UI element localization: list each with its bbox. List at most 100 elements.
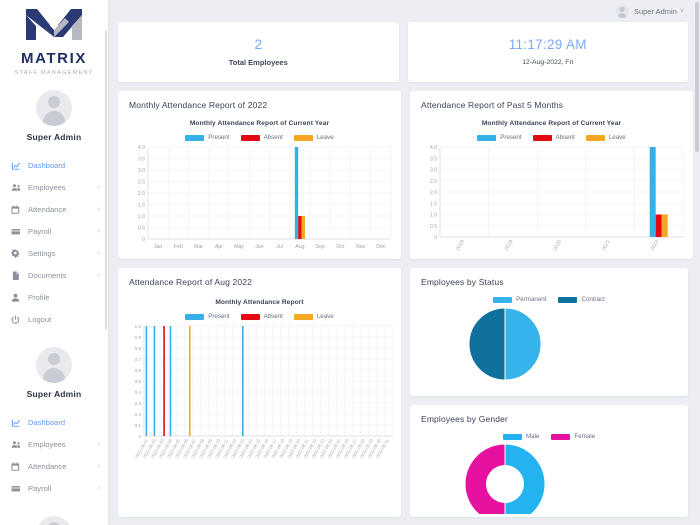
legend-swatch <box>502 433 522 440</box>
sidebar-item-dashboard[interactable]: Dashboard <box>0 155 108 177</box>
legend-swatch <box>551 433 571 440</box>
sidebar-item-logout[interactable]: Logout <box>0 309 108 331</box>
legend-swatch <box>532 134 552 141</box>
sidebar-item-employees[interactable]: Employees › <box>0 434 108 456</box>
svg-text:Aug: Aug <box>295 244 304 250</box>
sidebar-item-label: Attendance <box>28 462 67 471</box>
legend-item-present[interactable]: Present <box>185 134 230 141</box>
plot-monthly-2022: 4.0 3.5 3.0 2.5 2.0 1.5 1.0 0.5 0 Jan Feb Mar Apr May… <box>118 141 401 259</box>
chart-line-icon <box>10 160 21 171</box>
legend-aug: Present Absent Leave <box>118 313 401 320</box>
legend-item-leave[interactable]: Leave <box>585 134 626 141</box>
svg-text:1.5: 1.5 <box>138 203 145 209</box>
users-icon <box>11 441 21 448</box>
svg-text:2019: 2019 <box>504 239 515 252</box>
sidebar-item-employees[interactable]: Employees › <box>0 177 108 199</box>
sidebar-profile-repeat[interactable]: Super Admin <box>0 346 108 399</box>
sidebar-profile[interactable]: Super Admin <box>0 89 108 142</box>
svg-text:4.0: 4.0 <box>430 145 437 151</box>
legend-item-female[interactable]: Female <box>551 433 595 440</box>
calendar-check-icon <box>10 204 21 215</box>
sidebar-item-documents[interactable]: Documents › <box>0 265 108 287</box>
sidebar-nav: Dashboard Employees › Attendance › Payroll › Se… <box>0 155 108 337</box>
legend-item-absent[interactable]: Absent <box>240 313 283 320</box>
brand-tagline: STAFF MANAGEMENT <box>14 69 94 76</box>
sidebar-item-attendance[interactable]: Attendance › <box>0 199 108 221</box>
sidebar-item-dashboard[interactable]: Dashboard <box>0 412 108 434</box>
legend-item-contract[interactable]: Contract <box>558 296 605 303</box>
plot-past5: 4.0 3.5 3.0 2.5 2.0 1.5 1.0 0.5 0 2018 2019 2020 202… <box>410 141 693 259</box>
sidebar-item-payroll[interactable]: Payroll › <box>0 221 108 243</box>
legend-item-present[interactable]: Present <box>185 313 230 320</box>
sidebar-item-profile[interactable]: Profile <box>0 287 108 309</box>
topbar-user-menu[interactable]: Super Admin ˅ <box>615 4 684 18</box>
svg-text:May: May <box>234 244 244 250</box>
legend-label: Leave <box>316 134 334 141</box>
sidebar-inner: MATRIX STAFF MANAGEMENT Super Admin Dash… <box>0 0 108 525</box>
sidebar: MATRIX STAFF MANAGEMENT Super Admin Dash… <box>0 0 108 525</box>
chart-subtitle-monthly-2022: Monthly Attendance Report of Current Yea… <box>189 120 330 127</box>
chart-subtitle-past5: Monthly Attendance Report of Current Yea… <box>481 120 622 127</box>
svg-text:Mar: Mar <box>194 244 203 250</box>
legend-label: Leave <box>316 313 334 320</box>
sidebar-scrollbar[interactable] <box>104 30 107 330</box>
legend-item-present[interactable]: Present <box>477 134 522 141</box>
power-icon <box>11 315 20 324</box>
sidebar-item-label: Employees <box>28 440 66 449</box>
legend-label: Present <box>208 134 230 141</box>
svg-text:4.0: 4.0 <box>138 145 145 151</box>
legend-item-male[interactable]: Male <box>502 433 540 440</box>
svg-text:1.0: 1.0 <box>135 324 142 329</box>
page-scrollbar-thumb[interactable] <box>695 2 699 152</box>
svg-text:0: 0 <box>138 434 141 439</box>
svg-text:2.0: 2.0 <box>430 190 437 196</box>
legend-gender: Male Female <box>410 433 688 440</box>
sidebar-item-payroll[interactable]: Payroll › <box>0 478 108 500</box>
page-scrollbar[interactable] <box>694 0 700 525</box>
sidebar-profile-name: Super Admin <box>26 131 82 142</box>
brand-logo[interactable]: MATRIX STAFF MANAGEMENT <box>0 0 108 80</box>
legend-item-leave[interactable]: Leave <box>293 313 334 320</box>
calendar-check-icon <box>10 461 21 472</box>
card-title-monthly-2022: Monthly Attendance Report of 2022 <box>129 100 268 110</box>
svg-text:0.8: 0.8 <box>135 346 142 351</box>
sidebar-item-label: Documents <box>28 271 67 280</box>
legend-item-permanent[interactable]: Permanent <box>493 296 546 303</box>
file-icon <box>10 270 21 281</box>
legend-label: Female <box>574 433 596 440</box>
card-total-employees: 2 Total Employees <box>118 22 399 82</box>
legend-label: Contract <box>581 296 605 303</box>
total-employees-value: 2 <box>254 36 263 52</box>
svg-text:Sep: Sep <box>316 244 325 250</box>
legend-item-absent[interactable]: Absent <box>240 134 283 141</box>
legend-item-absent[interactable]: Absent <box>532 134 575 141</box>
credit-card-icon <box>10 226 21 237</box>
main-content: Super Admin ˅ 2 Total Employees 11:17:29… <box>108 0 700 525</box>
sidebar-item-attendance[interactable]: Attendance › <box>0 456 108 478</box>
svg-text:2.5: 2.5 <box>430 179 437 185</box>
stats-row: 2 Total Employees 11:17:29 AM 12-Aug-202… <box>118 22 688 82</box>
clock-date: 12-Aug-2022, Fri <box>522 58 574 66</box>
legend-swatch <box>493 296 513 303</box>
sidebar-item-label: Attendance <box>28 205 67 214</box>
sidebar-item-settings[interactable]: Settings › <box>0 243 108 265</box>
svg-text:0: 0 <box>434 235 437 241</box>
pies-column: Employees by Status Permanent Contract Em… <box>410 268 688 517</box>
legend-swatch <box>185 134 205 141</box>
sidebar-profile-repeat-2[interactable]: Super Admin <box>0 515 108 525</box>
credit-card-icon <box>11 485 20 492</box>
legend-monthly-2022: Present Absent Leave <box>118 134 401 141</box>
legend-label: Permanent <box>516 296 547 303</box>
person-icon <box>10 292 21 303</box>
legend-status: Permanent Contract <box>410 296 688 303</box>
svg-text:1.5: 1.5 <box>430 201 437 207</box>
brand-name: MATRIX <box>21 50 87 67</box>
gears-icon <box>10 248 21 259</box>
legend-label: Male <box>525 433 540 440</box>
svg-text:3.5: 3.5 <box>138 157 145 163</box>
sidebar-item-label: Profile <box>28 293 50 302</box>
legend-item-leave[interactable]: Leave <box>293 134 334 141</box>
chart-line-icon <box>11 162 20 170</box>
user-avatar-icon <box>36 346 72 383</box>
